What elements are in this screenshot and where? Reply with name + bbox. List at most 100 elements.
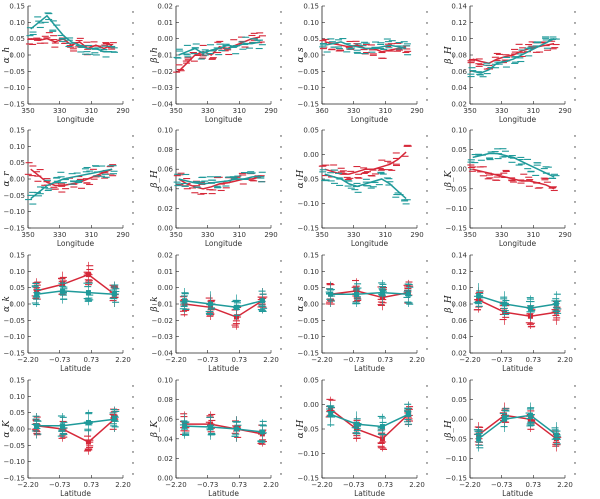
x-tick-label: 290 — [558, 107, 571, 115]
series-line-red — [478, 414, 557, 440]
x-tick-label: −0.73 — [197, 481, 218, 489]
frame-dot — [426, 326, 428, 328]
frame-dot — [574, 33, 576, 35]
data-point-teal — [502, 301, 508, 307]
y-tick-label: 0.00 — [157, 35, 173, 43]
y-tick-label: 0.06 — [157, 166, 173, 174]
series-line-teal — [472, 152, 555, 178]
y-tick-label: −0.15 — [298, 225, 319, 233]
frame-dot — [574, 88, 576, 90]
frame-dot — [280, 429, 282, 431]
x-axis-label: Latitude — [502, 364, 533, 373]
frame-dot — [132, 407, 134, 409]
data-point-teal — [328, 411, 334, 417]
frame-dot — [574, 396, 576, 398]
x-tick-label: 350 — [169, 231, 182, 239]
series-line-red — [184, 423, 263, 435]
frame-dot — [426, 135, 428, 137]
frame-dot — [132, 315, 134, 317]
data-point-teal — [476, 436, 482, 442]
frame-dot — [426, 212, 428, 214]
y-axis-label: β_h — [150, 47, 160, 64]
y-tick-label: −0.03 — [152, 333, 173, 341]
frame-dot — [132, 337, 134, 339]
y-tick-label: −0.05 — [298, 426, 319, 434]
x-tick-label: 290 — [116, 231, 129, 239]
frame-dot — [132, 282, 134, 284]
y-tick-label: 0.00 — [9, 52, 25, 60]
x-tick-label: −2.20 — [165, 481, 186, 489]
frame-dot — [280, 212, 282, 214]
x-tick-label: 330 — [347, 231, 360, 239]
y-tick-label: 0.15 — [9, 127, 25, 135]
y-tick-label: −0.10 — [298, 200, 319, 208]
frame-dot — [426, 451, 428, 453]
x-tick-label: 350 — [169, 107, 182, 115]
y-tick-label: 0.08 — [157, 146, 173, 154]
frame-dot — [132, 451, 134, 453]
x-tick-label: 310 — [527, 231, 540, 239]
frame-dot — [574, 348, 576, 350]
x-tick-label: −2.20 — [165, 356, 186, 364]
frame-dot — [280, 55, 282, 57]
x-tick-label: 310 — [379, 231, 392, 239]
frame-dot — [574, 407, 576, 409]
data-point-teal — [85, 290, 91, 296]
series-line-red — [472, 42, 555, 64]
data-point-teal — [476, 293, 482, 299]
x-tick-label: 0.73 — [526, 481, 542, 489]
x-tick-label: 330 — [53, 107, 66, 115]
x-tick-label: 290 — [410, 107, 423, 115]
frame-dot — [280, 396, 282, 398]
x-tick-label: 2.20 — [557, 356, 573, 364]
frame-dot — [574, 168, 576, 170]
x-axis-label: Latitude — [502, 489, 533, 498]
x-tick-label: −2.20 — [459, 356, 480, 364]
series-line-teal — [478, 414, 557, 440]
x-tick-label: 350 — [21, 231, 34, 239]
frame-dot — [574, 293, 576, 295]
x-axis-label: Longitude — [351, 239, 389, 248]
y-tick-label: 0.02 — [157, 252, 173, 260]
frame-dot — [426, 462, 428, 464]
x-tick-label: 290 — [410, 231, 423, 239]
y-tick-label: −0.10 — [298, 450, 319, 458]
x-tick-label: 330 — [495, 231, 508, 239]
y-tick-label: −0.05 — [298, 176, 319, 184]
frame-dot — [426, 146, 428, 148]
frame-dot — [132, 326, 134, 328]
series-line-teal — [178, 175, 261, 185]
y-tick-label: −0.01 — [152, 52, 173, 60]
data-point-teal — [553, 301, 559, 307]
frame-dot — [574, 473, 576, 475]
y-axis-label: β_H — [444, 46, 454, 65]
frame-dot — [280, 473, 282, 475]
x-tick-label: 2.20 — [409, 356, 425, 364]
frame-dot — [574, 462, 576, 464]
frame-dot — [132, 396, 134, 398]
series-line-teal — [36, 290, 115, 295]
y-tick-label: −0.15 — [298, 350, 319, 358]
x-tick-label: 0.73 — [378, 356, 394, 364]
y-tick-label: 0.00 — [451, 416, 467, 424]
frame-dot — [426, 179, 428, 181]
data-point-teal — [354, 291, 360, 297]
y-tick-label: 0.05 — [9, 409, 25, 417]
y-axis-label: β_H — [444, 295, 454, 314]
y-tick-label: 0.12 — [451, 19, 467, 27]
frame-dot — [574, 190, 576, 192]
y-tick-label: −0.10 — [4, 458, 25, 466]
frame-dot — [280, 157, 282, 159]
x-axis-label: Longitude — [57, 115, 95, 124]
y-tick-label: −0.15 — [4, 350, 25, 358]
frame-dot — [280, 407, 282, 409]
y-tick-label: −0.04 — [152, 350, 174, 358]
series-line-red — [30, 37, 113, 50]
frame-dot — [426, 168, 428, 170]
x-tick-label: 310 — [233, 107, 246, 115]
y-tick-label: 0.10 — [303, 19, 319, 27]
frame-dot — [574, 44, 576, 46]
data-point-teal — [60, 423, 66, 429]
series-line-red — [472, 168, 555, 190]
